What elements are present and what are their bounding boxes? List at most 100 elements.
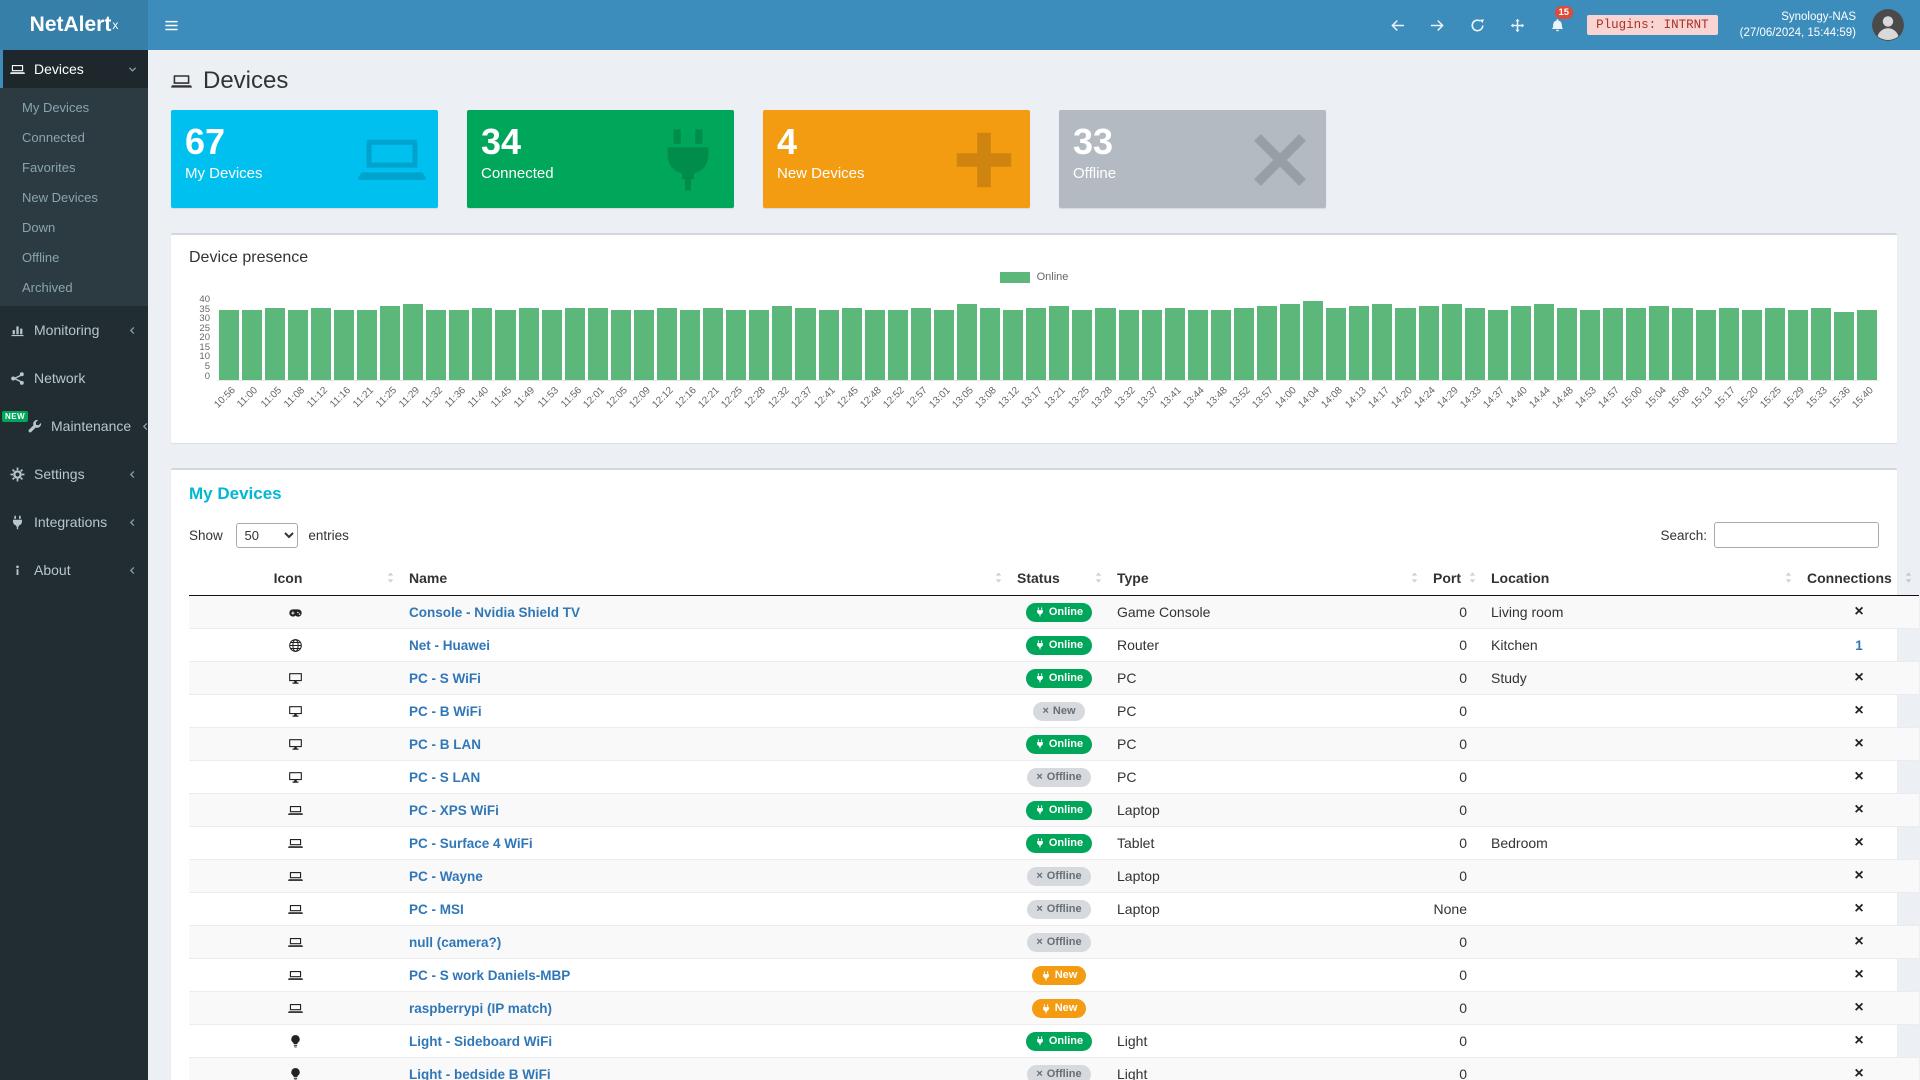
sidebar-item-maintenance[interactable]: NEW Maintenance	[0, 402, 148, 450]
y-tick-label: 40	[199, 294, 210, 305]
presence-bar	[1441, 303, 1462, 380]
summary-box-connected[interactable]: 34 Connected	[467, 110, 734, 208]
connections-clear-icon: ×	[1854, 1065, 1864, 1080]
sidebar-item-monitoring[interactable]: Monitoring	[0, 306, 148, 354]
sidebar-item-integrations[interactable]: Integrations	[0, 498, 148, 546]
summary-box-new-devices[interactable]: 4 New Devices	[763, 110, 1030, 208]
device-name-link[interactable]: PC - Wayne	[409, 868, 483, 884]
summary-box-offline[interactable]: 33 Offline	[1059, 110, 1326, 208]
presence-bar	[333, 309, 354, 380]
x-tick: 13:37	[1135, 381, 1163, 433]
device-type: Light	[1109, 1024, 1425, 1058]
device-location	[1483, 1024, 1799, 1058]
presence-bar	[472, 307, 493, 380]
column-header-label: Name	[409, 570, 448, 586]
chevron-left-icon	[127, 565, 138, 576]
sidebar-item-label: Devices	[34, 61, 84, 77]
plugins-status-badge[interactable]: Plugins: INTRNT	[1587, 15, 1718, 35]
device-port: 0	[1425, 991, 1483, 1025]
desktop-icon	[288, 736, 303, 753]
column-header-port[interactable]: Port	[1425, 561, 1483, 596]
device-location	[1483, 693, 1799, 728]
x-tick: 14:20	[1389, 381, 1417, 433]
status-label: Offline	[1046, 770, 1082, 783]
x-tick: 12:05	[604, 381, 632, 433]
device-name-link[interactable]: null (camera?)	[409, 935, 502, 951]
column-header-connections[interactable]: Connections	[1799, 561, 1919, 596]
sidebar-item-settings[interactable]: Settings	[0, 450, 148, 498]
summary-box-my-devices[interactable]: 67 My Devices	[171, 110, 438, 208]
sidebar-subitem-my-devices[interactable]: My Devices	[22, 99, 90, 115]
status-label: Offline	[1046, 1067, 1082, 1080]
laptop-icon	[171, 71, 192, 92]
presence-bar	[610, 309, 631, 380]
x-tick: 12:21	[697, 381, 725, 433]
status-badge: × Offline	[1027, 899, 1091, 920]
column-header-type[interactable]: Type	[1109, 561, 1425, 596]
sidebar-subitem-favorites[interactable]: Favorites	[22, 159, 76, 175]
app-logo[interactable]: NetAlert x	[0, 0, 148, 50]
x-tick: 11:05	[259, 381, 286, 433]
device-name-link[interactable]: Net - Huawei	[409, 637, 491, 653]
presence-bar	[1280, 303, 1301, 380]
device-name-link[interactable]: PC - Surface 4 WiFi	[409, 835, 533, 851]
refresh-button[interactable]	[1461, 0, 1493, 50]
device-name-link[interactable]: raspberrypi (IP match)	[409, 1001, 553, 1017]
summary-label: New Devices	[777, 165, 865, 183]
sidebar-item-label: Settings	[34, 466, 85, 482]
device-name-link[interactable]: Light - Sideboard WiFi	[409, 1034, 553, 1050]
x-tick: 12:57	[904, 381, 932, 433]
presence-bar	[633, 309, 654, 380]
device-name-link[interactable]: PC - B LAN	[409, 736, 481, 752]
device-name-link[interactable]: PC - XPS WiFi	[409, 802, 499, 818]
presence-bar	[1764, 307, 1785, 380]
legend-label: Online	[1036, 271, 1069, 283]
notifications-button[interactable]: 15	[1541, 0, 1574, 50]
sidebar-item-network[interactable]: Network	[0, 354, 148, 402]
x-tick-label: 11:21	[350, 385, 376, 410]
column-header-icon[interactable]: Icon	[189, 561, 401, 596]
y-tick-label: 35	[199, 303, 210, 315]
sidebar-subitem-offline[interactable]: Offline	[22, 249, 60, 265]
connections-count-link[interactable]: 1	[1855, 637, 1863, 653]
nav-back-button[interactable]	[1381, 0, 1413, 50]
device-name-link[interactable]: PC - MSI	[409, 902, 464, 918]
sidebar-toggle-button[interactable]	[148, 0, 194, 50]
device-location: Kitchen	[1483, 627, 1799, 662]
presence-bar	[310, 307, 331, 380]
xmark-icon	[1246, 126, 1314, 194]
sidebar-subitem-down[interactable]: Down	[22, 219, 56, 235]
search-input[interactable]	[1714, 522, 1879, 548]
device-name-link[interactable]: PC - S work Daniels-MBP	[409, 968, 571, 984]
entries-select[interactable]: 50	[235, 522, 298, 548]
column-header-location[interactable]: Location	[1483, 561, 1799, 596]
sidebar-item-devices[interactable]: Devices	[0, 50, 148, 88]
laptop-icon	[287, 901, 303, 918]
sidebar-item-about[interactable]: About	[0, 546, 148, 594]
presence-bar	[1741, 309, 1762, 380]
x-tick: 13:28	[1089, 381, 1117, 433]
move-widgets-button[interactable]	[1501, 0, 1533, 50]
column-header-name[interactable]: Name	[401, 561, 1009, 596]
device-name-link[interactable]: PC - S LAN	[409, 769, 481, 785]
plug-icon	[1035, 838, 1045, 848]
presence-bar	[818, 309, 839, 380]
device-name-link[interactable]: Light - bedside B WiFi	[409, 1067, 551, 1080]
nav-forward-button[interactable]	[1421, 0, 1453, 50]
chevron-left-icon	[127, 325, 138, 336]
sidebar-subitem-archived[interactable]: Archived	[22, 279, 73, 295]
device-name-link[interactable]: Console - Nvidia Shield TV	[409, 604, 581, 620]
chart-x-axis: 10:56 11:00 11:05 11:08 11:12 11:16 11:21 11:25…	[212, 381, 1879, 433]
user-avatar[interactable]	[1872, 9, 1904, 41]
column-header-status[interactable]: Status	[1009, 561, 1109, 596]
sidebar-subitem-new-devices[interactable]: New Devices	[22, 189, 98, 205]
presence-bar	[1257, 305, 1278, 380]
device-type: Router	[1109, 627, 1425, 662]
devices-table: Icon Name Status Type Port Location Connection…	[189, 561, 1919, 1080]
device-port: 0	[1425, 660, 1483, 695]
device-name-link[interactable]: PC - B WiFi	[409, 703, 482, 719]
x-tick: 13:25	[1066, 381, 1094, 433]
device-name-link[interactable]: PC - S WiFi	[409, 670, 481, 686]
summary-label: My Devices	[185, 165, 263, 183]
sidebar-subitem-connected[interactable]: Connected	[22, 129, 85, 145]
